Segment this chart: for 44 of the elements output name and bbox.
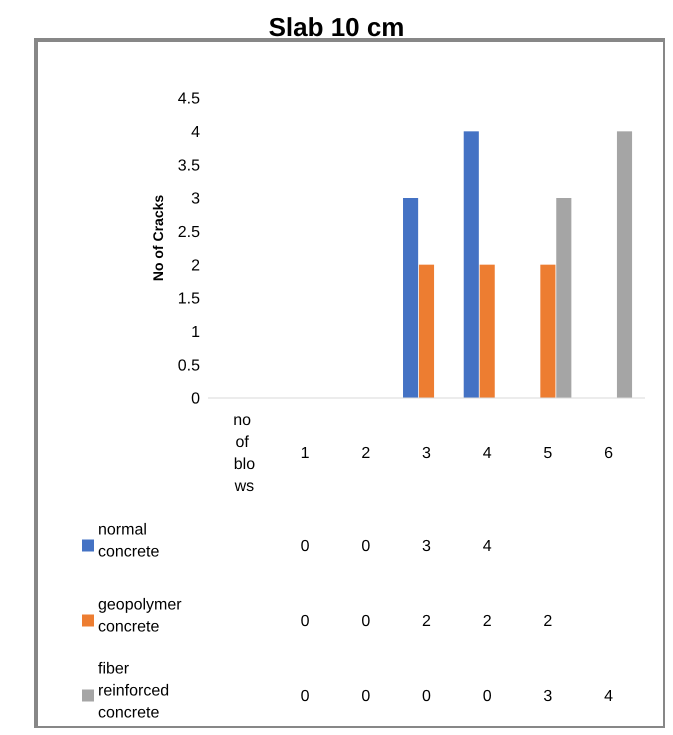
legend-label: normal concrete <box>98 522 160 560</box>
bar <box>464 131 479 398</box>
y-axis-title: No of Cracks <box>150 194 166 282</box>
data-label: 0 <box>361 688 370 706</box>
bar <box>556 198 572 398</box>
data-label: 2 <box>422 613 432 630</box>
bar <box>540 264 556 398</box>
data-label: 3 <box>543 688 552 706</box>
y-tick-label: 1 <box>191 324 200 341</box>
data-label: 0 <box>300 613 310 630</box>
data-label: 0 <box>300 688 310 706</box>
bar <box>418 264 434 398</box>
x-tick-label: no of blows <box>233 412 256 495</box>
bar <box>403 198 418 398</box>
data-label: 0 <box>361 538 370 556</box>
x-tick-label: 3 <box>422 445 432 462</box>
data-label: 2 <box>543 613 552 630</box>
y-tick-label: 4 <box>191 124 200 141</box>
y-tick-label: 0 <box>191 390 200 408</box>
bar <box>616 131 632 398</box>
y-tick-label: 1.5 <box>178 290 200 308</box>
x-tick-label: 2 <box>361 445 370 462</box>
x-tick-label: 4 <box>482 445 492 462</box>
y-tick-label: 2 <box>191 257 200 274</box>
data-label: 3 <box>422 538 432 556</box>
data-label: 4 <box>482 538 492 556</box>
data-label: 0 <box>422 688 432 706</box>
y-tick-label: 4.5 <box>178 90 200 108</box>
y-tick-label: 0.5 <box>178 357 200 374</box>
data-label: 0 <box>361 613 370 630</box>
x-tick-label: 1 <box>300 445 310 462</box>
data-label: 0 <box>482 688 492 706</box>
y-tick-label: 2.5 <box>178 224 200 241</box>
data-label: 2 <box>482 613 492 630</box>
data-label: 4 <box>604 688 614 706</box>
legend-label: geopolymer concrete <box>98 596 182 636</box>
legend-label: fiber reinforced concrete <box>98 660 170 722</box>
y-tick-label: 3.5 <box>178 157 200 174</box>
x-tick-label: 6 <box>604 445 614 462</box>
x-tick-label: 5 <box>543 445 552 462</box>
chart-title: Slab 10 cm <box>268 12 404 42</box>
y-tick-label: 3 <box>191 190 200 208</box>
bar <box>480 264 495 398</box>
data-label: 0 <box>300 538 310 556</box>
